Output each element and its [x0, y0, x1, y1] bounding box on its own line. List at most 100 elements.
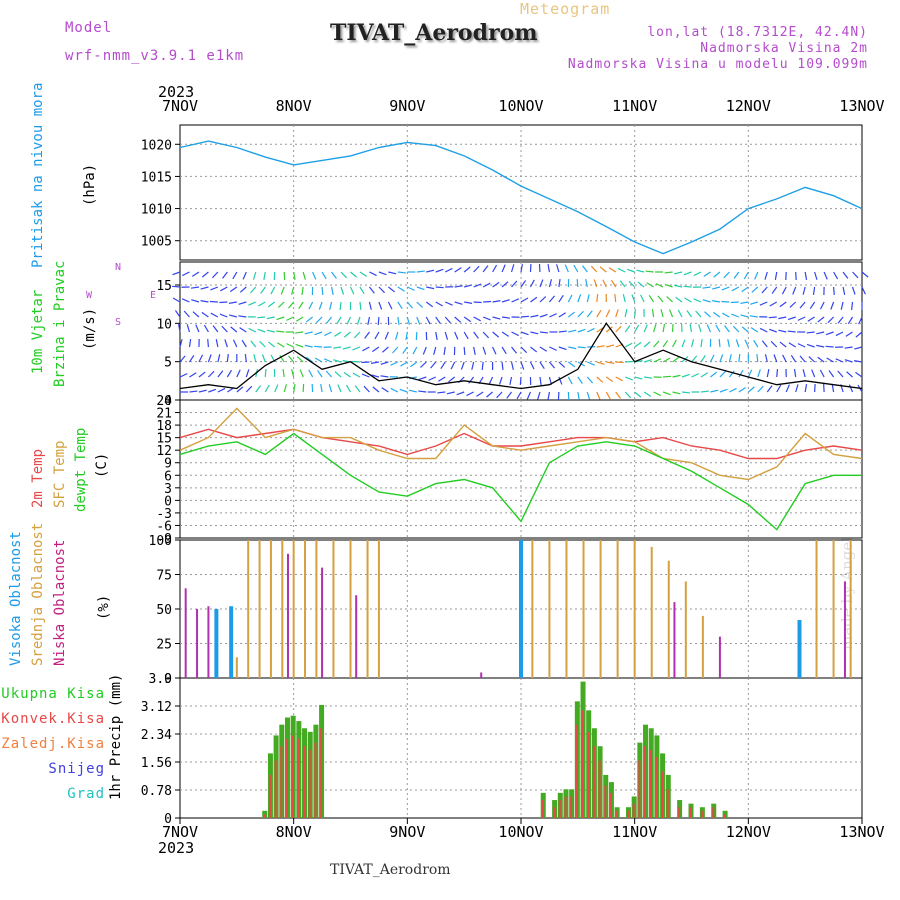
wind-arrow: [700, 390, 709, 393]
wind-arrow: [816, 344, 825, 348]
wind-arrow: [743, 271, 749, 280]
wind-arrow: [779, 341, 787, 348]
wind-arrow: [342, 346, 351, 350]
wind-arrow: [669, 309, 674, 318]
wind-arrow: [174, 310, 181, 318]
wind-arrow: [416, 301, 424, 308]
wind-arrow: [340, 271, 347, 279]
wind-arrow: [845, 331, 853, 337]
wind-arrow: [473, 265, 480, 273]
precip-conv-bar: [268, 774, 271, 818]
wind-arrow: [590, 265, 598, 273]
wind-arrow: [537, 391, 541, 400]
wind-arrow: [217, 370, 224, 378]
wind-arrow: [844, 359, 853, 363]
ytick-label-pressure: 1010: [141, 203, 172, 218]
wind-arrow: [473, 346, 476, 355]
wind-arrow: [482, 265, 489, 273]
cloud-mid-bar: [349, 540, 352, 678]
wind-arrow: [766, 369, 770, 378]
wind-arrow: [819, 369, 825, 378]
wind-arrow: [645, 270, 654, 273]
wind-arrow: [190, 286, 200, 289]
wind-arrow: [631, 294, 636, 303]
wind-arrow: [558, 278, 561, 288]
legend-ukupna-kisa: Ukupna Kisa: [1, 686, 105, 702]
wind-arrow: [428, 376, 437, 381]
wind-arrow: [191, 299, 200, 303]
wind-arrow: [394, 331, 399, 340]
precip-conv-bar: [303, 746, 306, 818]
wind-arrow: [795, 384, 799, 393]
wind-arrow: [370, 361, 380, 364]
wind-arrow: [418, 390, 427, 393]
wind-arrow: [374, 331, 380, 340]
wind-arrow: [446, 391, 455, 395]
wind-arrow: [653, 391, 662, 397]
wind-arrow: [586, 376, 594, 384]
xtick-label-bottom: 12NOV: [726, 823, 771, 841]
wind-arrow: [331, 271, 337, 279]
wind-arrow: [606, 344, 615, 348]
wind-arrow: [539, 313, 548, 318]
wind-arrow: [792, 286, 797, 295]
wind-arrow: [558, 346, 567, 351]
wind-arrow: [681, 373, 690, 378]
wind-arrow: [719, 354, 724, 363]
wind-arrow: [291, 286, 295, 295]
wind-arrow: [416, 316, 421, 325]
cloud-mid-bar: [292, 540, 295, 678]
wind-arrow: [634, 341, 642, 348]
ytick-label-precip: 0.78: [141, 784, 172, 799]
wind-arrow: [259, 340, 266, 348]
wind-arrow: [823, 271, 828, 280]
wind-arrow: [302, 271, 307, 280]
wind-arrow: [412, 346, 418, 355]
wind-arrow: [399, 388, 408, 393]
wind-arrow: [291, 369, 295, 378]
wind-arrow: [766, 385, 773, 393]
precip-conv-bar: [609, 792, 612, 818]
wind-arrow: [747, 386, 755, 393]
wind-arrow: [201, 311, 209, 318]
wind-arrow: [293, 384, 296, 393]
wind-arrow: [496, 391, 503, 399]
wind-arrow: [339, 301, 342, 311]
wind-arrow: [615, 376, 624, 382]
wind-arrow: [782, 354, 787, 363]
precip-conv-bar: [274, 760, 277, 818]
cloud-low-bar: [321, 567, 324, 678]
wind-arrow: [356, 316, 361, 325]
wind-arrow: [215, 339, 219, 348]
wind-arrow: [380, 375, 389, 378]
wind-arrow: [683, 271, 692, 276]
wind-arrow: [336, 316, 342, 325]
wind-arrow: [371, 374, 380, 378]
wind-arrow: [257, 316, 266, 319]
wind-arrow: [854, 360, 863, 363]
wind-arrow: [608, 267, 617, 273]
wind-arrow: [359, 301, 362, 311]
ytick-label-precip: 1.56: [141, 756, 172, 771]
wind-arrow: [781, 286, 787, 295]
wind-arrow: [526, 391, 532, 400]
wind-arrow: [501, 281, 509, 288]
wind-arrow: [672, 391, 681, 395]
wind-arrow: [203, 324, 209, 333]
wind-arrow: [666, 296, 673, 303]
precip-conv-bar: [570, 796, 573, 818]
wind-arrow: [710, 389, 719, 393]
wind-arrow: [605, 391, 611, 400]
cloud-mid-bar: [377, 540, 380, 678]
precip-conv-bar: [553, 807, 556, 818]
wind-arrow: [747, 369, 753, 378]
wind-arrow: [825, 345, 834, 348]
wind-arrow: [435, 301, 443, 307]
wind-arrow: [615, 309, 619, 318]
wind-arrow: [677, 309, 683, 318]
precip-conv-bar: [604, 785, 607, 818]
year-label-top: 2023: [158, 83, 194, 101]
wind-arrow: [787, 330, 796, 333]
chart-subtitle: Meteogram: [520, 0, 611, 18]
wind-arrow: [382, 346, 389, 353]
